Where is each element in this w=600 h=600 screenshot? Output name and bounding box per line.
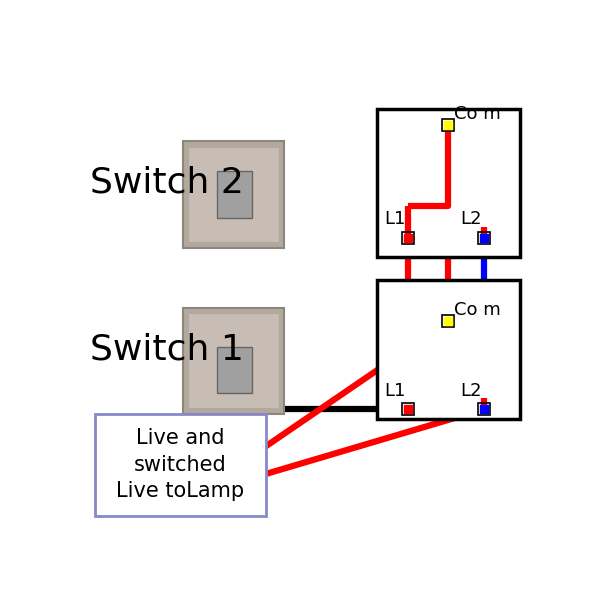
Bar xyxy=(217,347,252,393)
Bar xyxy=(377,280,520,419)
Bar xyxy=(183,308,284,414)
Text: L2: L2 xyxy=(460,382,482,400)
Text: Co m: Co m xyxy=(454,301,501,319)
Text: L2: L2 xyxy=(460,210,482,228)
Text: Switch 2: Switch 2 xyxy=(91,166,244,200)
Text: Live and
switched
Live toLamp: Live and switched Live toLamp xyxy=(116,428,245,501)
Text: Switch 1: Switch 1 xyxy=(91,332,244,366)
Text: L1: L1 xyxy=(385,382,406,400)
Bar xyxy=(95,414,266,515)
Bar xyxy=(183,141,284,248)
Bar xyxy=(217,172,252,218)
Bar xyxy=(188,313,279,409)
Bar xyxy=(188,147,279,242)
Text: Co m: Co m xyxy=(454,105,501,123)
Text: L1: L1 xyxy=(385,210,406,228)
Bar xyxy=(377,109,520,257)
